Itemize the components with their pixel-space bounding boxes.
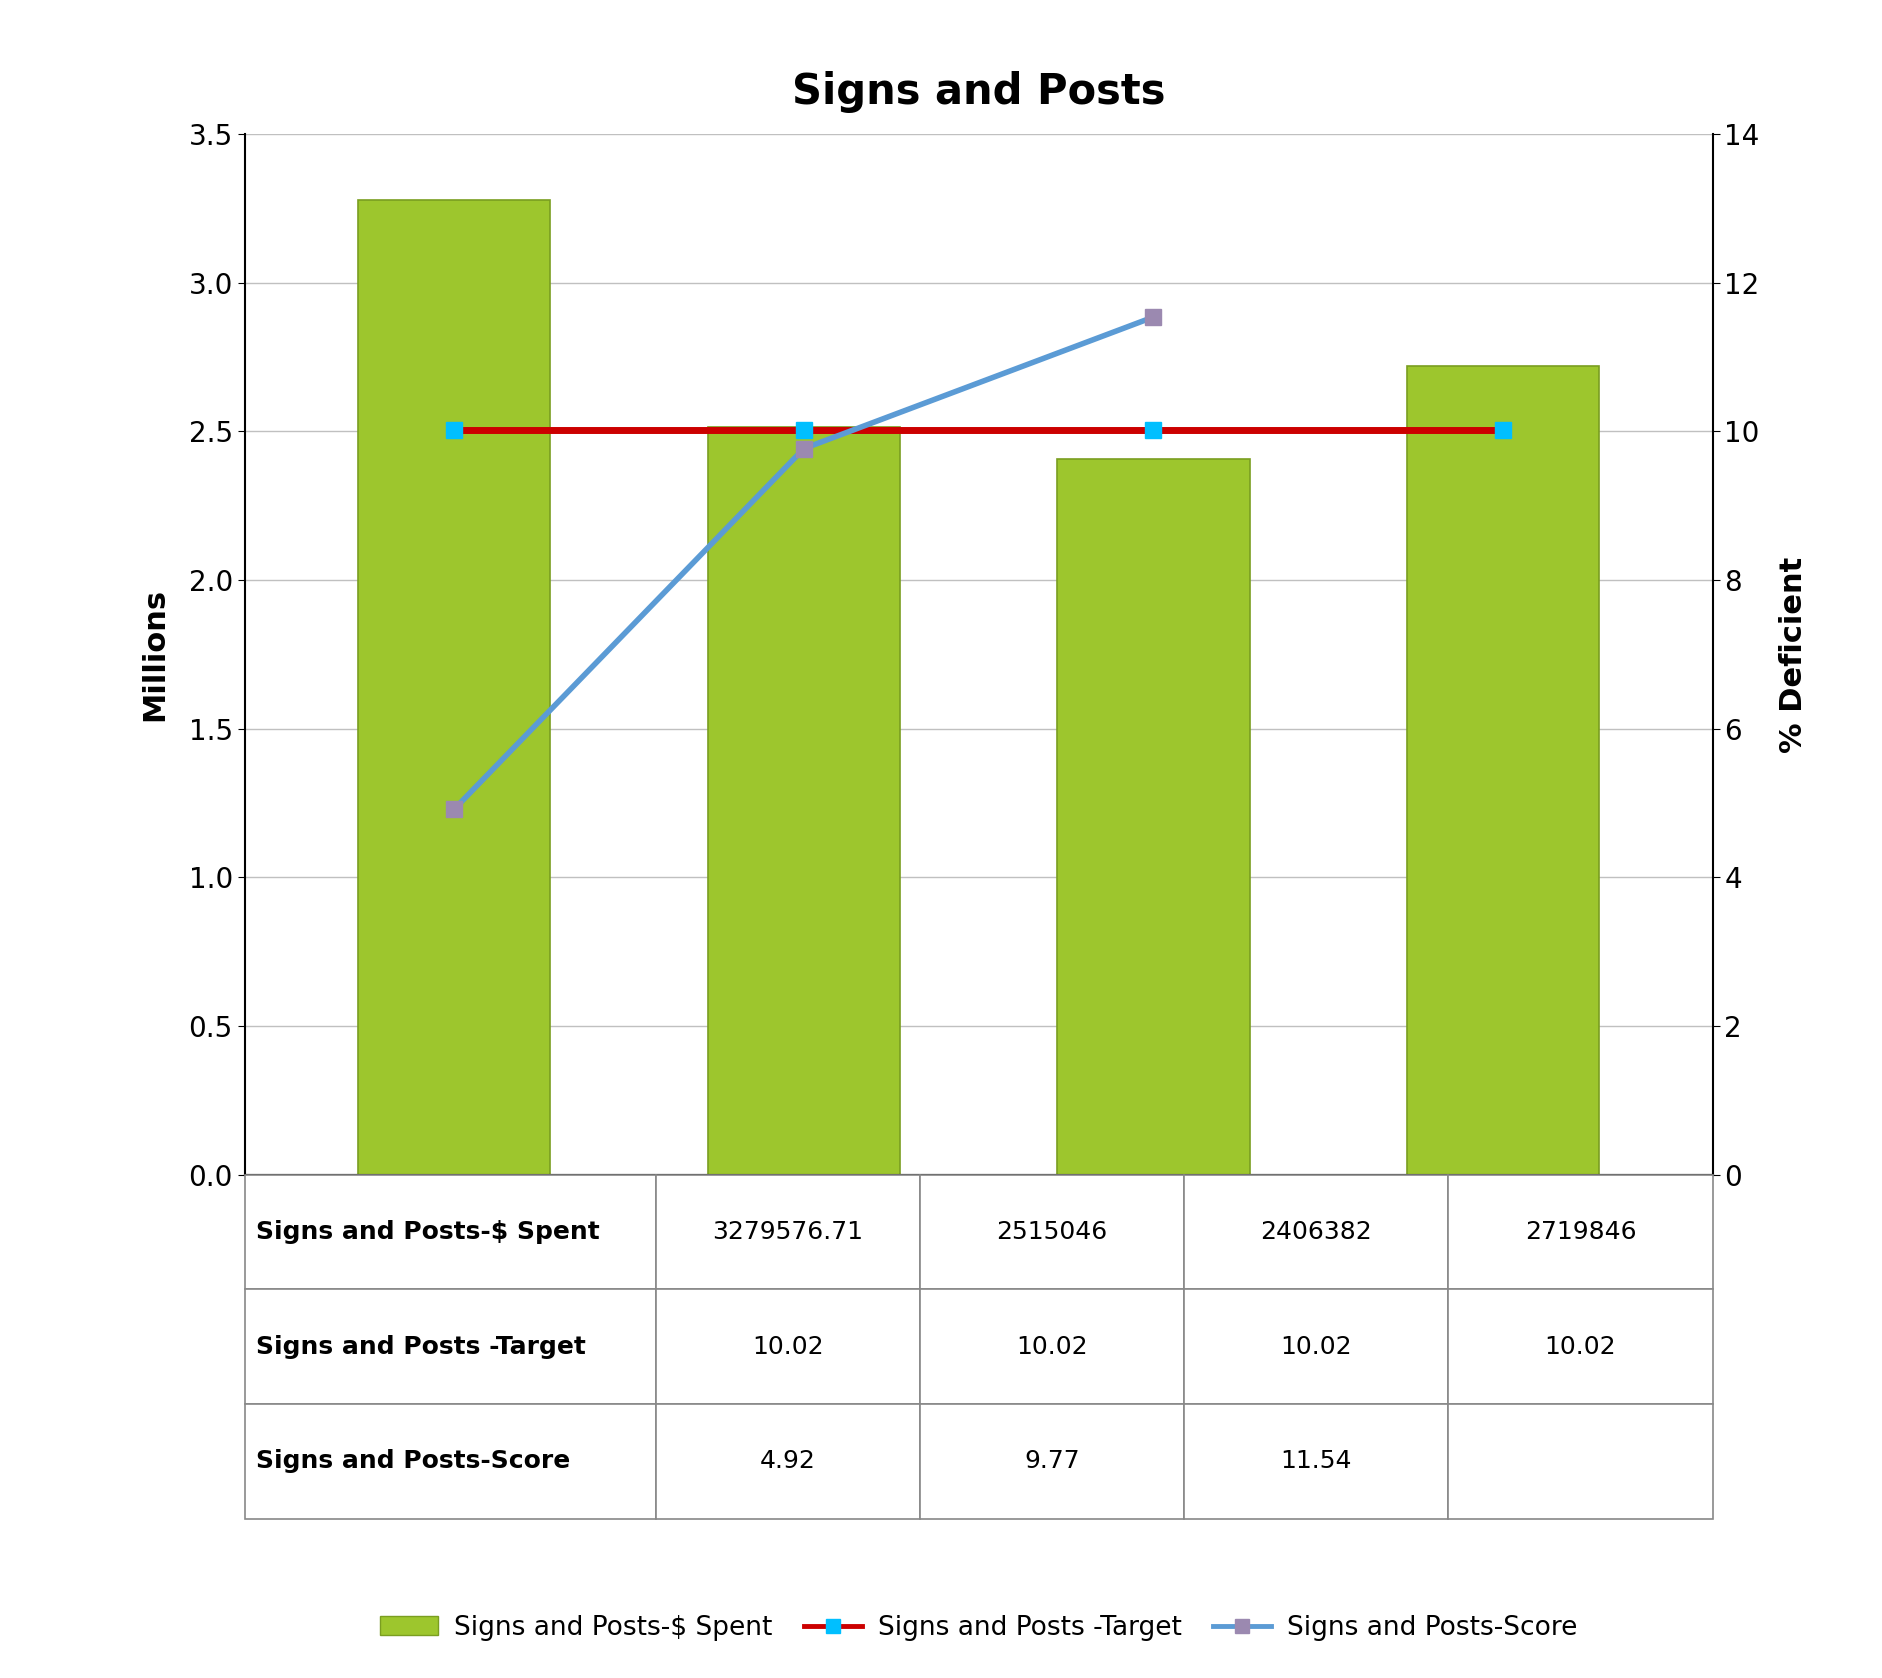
Bar (1449, 1175, 1713, 1289)
Text: 3279576.71: 3279576.71 (711, 1220, 864, 1243)
Text: 2719846: 2719846 (1524, 1220, 1635, 1243)
Bar (358, 200, 550, 1175)
Text: Signs and Posts-$ Spent: Signs and Posts-$ Spent (256, 1220, 600, 1243)
Bar (920, 1175, 1184, 1289)
Text: 10.02: 10.02 (1545, 1334, 1617, 1359)
Bar (920, 1404, 1184, 1519)
Text: 10.02: 10.02 (753, 1334, 824, 1359)
Bar (708, 426, 900, 1175)
Text: Signs and Posts-Score: Signs and Posts-Score (256, 1450, 570, 1473)
Bar (1058, 460, 1250, 1175)
Text: 10.02: 10.02 (1016, 1334, 1088, 1359)
Legend: Signs and Posts-$ Spent, Signs and Posts -Target, Signs and Posts-Score: Signs and Posts-$ Spent, Signs and Posts… (369, 1604, 1588, 1651)
Bar (1406, 366, 1600, 1175)
Bar (1184, 1289, 1449, 1404)
Y-axis label: Millions: Millions (139, 587, 169, 722)
Text: 9.77: 9.77 (1024, 1450, 1080, 1473)
Text: 10.02: 10.02 (1280, 1334, 1351, 1359)
Text: 2406382: 2406382 (1261, 1220, 1372, 1243)
Text: Signs and Posts -Target: Signs and Posts -Target (256, 1334, 587, 1359)
Bar (655, 1175, 920, 1289)
Bar (920, 1289, 1184, 1404)
Bar (1449, 1289, 1713, 1404)
Bar (655, 1289, 920, 1404)
Bar (1184, 1404, 1449, 1519)
Bar (245, 1175, 655, 1289)
Text: 4.92: 4.92 (760, 1450, 815, 1473)
Bar (1449, 1404, 1713, 1519)
Text: 11.54: 11.54 (1280, 1450, 1351, 1473)
Text: 2515046: 2515046 (996, 1220, 1108, 1243)
Bar (655, 1404, 920, 1519)
Bar (1184, 1175, 1449, 1289)
Title: Signs and Posts: Signs and Posts (792, 70, 1165, 112)
Bar (245, 1289, 655, 1404)
Bar (245, 1404, 655, 1519)
Y-axis label: % Deficient: % Deficient (1778, 557, 1809, 752)
